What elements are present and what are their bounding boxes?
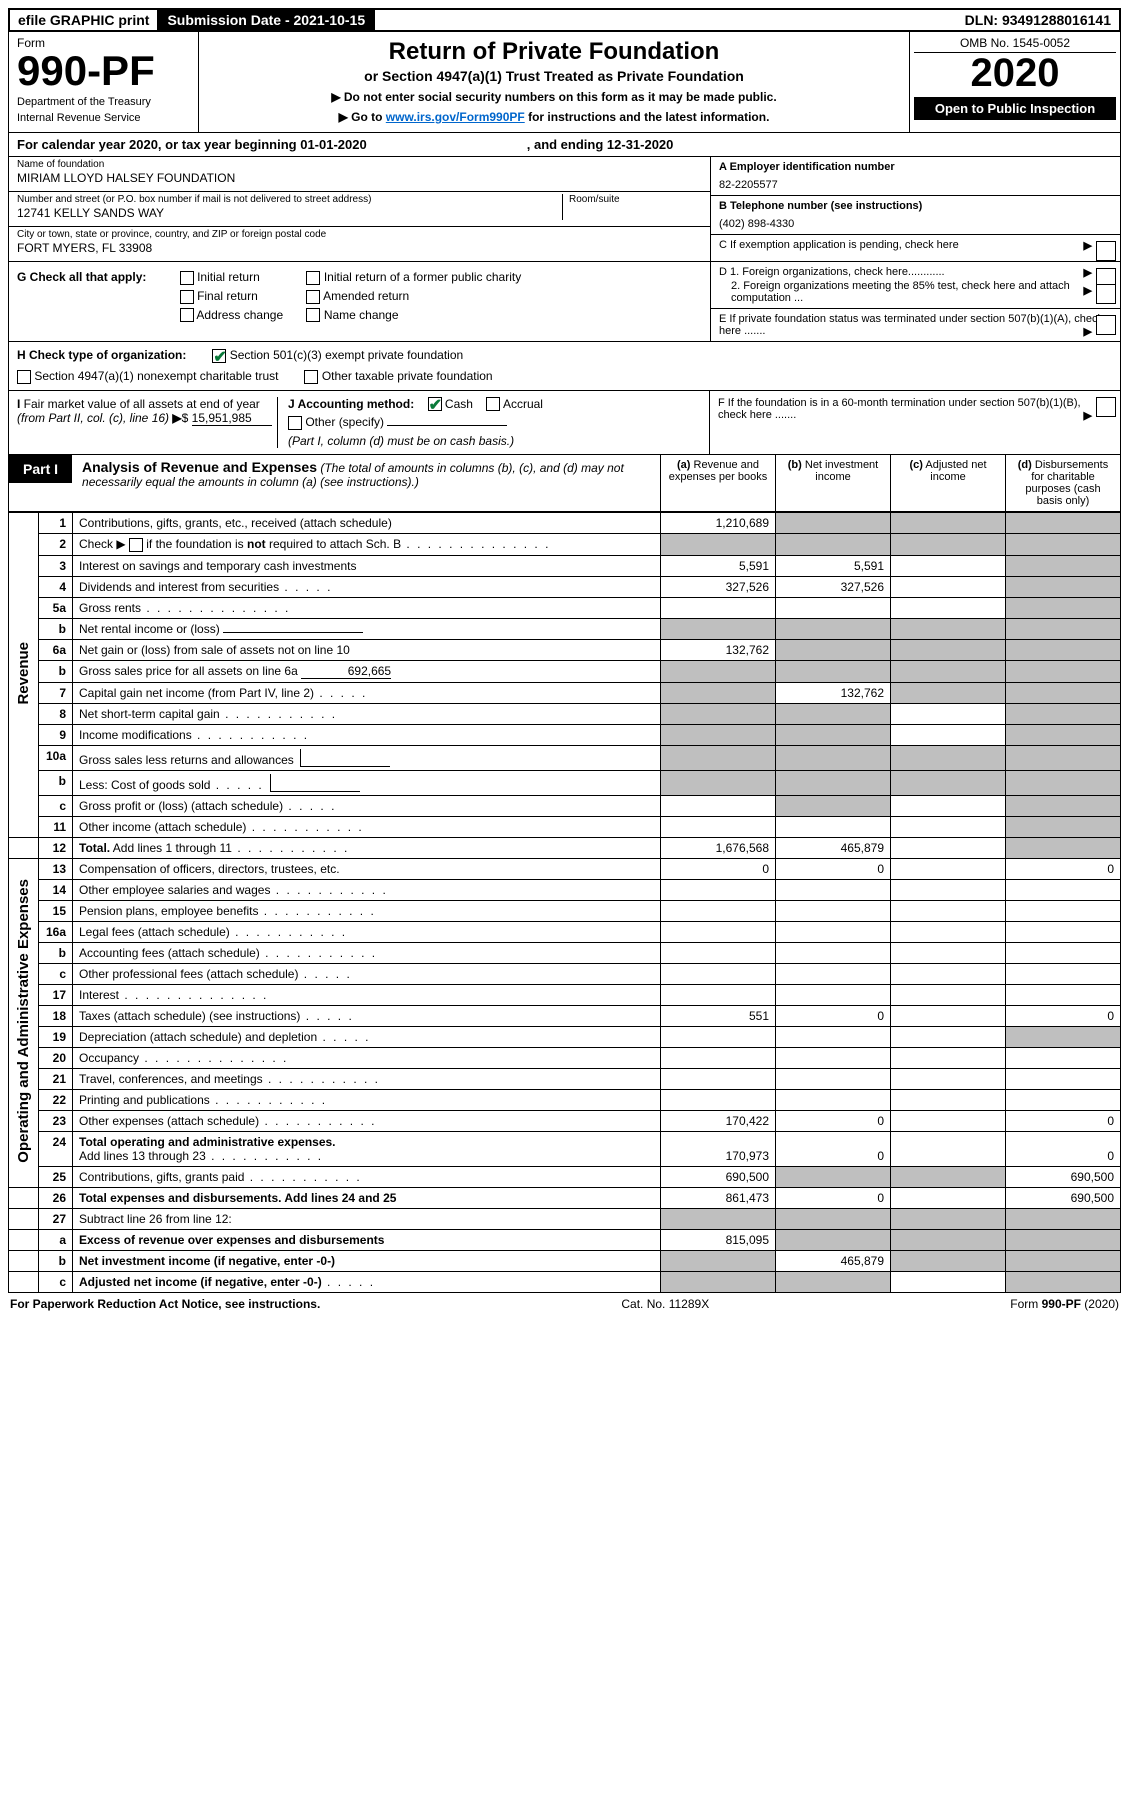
form-ref: Form 990-PF (2020)	[1010, 1297, 1119, 1311]
street-address: 12741 KELLY SANDS WAY	[17, 206, 562, 220]
page-footer: For Paperwork Reduction Act Notice, see …	[8, 1293, 1121, 1311]
paperwork-notice: For Paperwork Reduction Act Notice, see …	[10, 1297, 320, 1311]
j-label: J Accounting method:	[288, 397, 414, 411]
efile-topbar: efile GRAPHIC print Submission Date - 20…	[8, 8, 1121, 32]
h-label: H Check type of organization:	[17, 348, 186, 362]
part1-header: Part I Analysis of Revenue and Expenses …	[8, 455, 1121, 512]
g-name-change-chk[interactable]	[306, 308, 320, 322]
c-checkbox[interactable]	[1096, 241, 1116, 261]
tax-year: 2020	[914, 53, 1116, 93]
foundation-name: MIRIAM LLOYD HALSEY FOUNDATION	[17, 171, 702, 185]
arrow-icon: ▶	[1084, 239, 1092, 252]
col-b-hdr: (b) Net investment income	[775, 455, 890, 511]
d1-label: D 1. Foreign organizations, check here..…	[719, 266, 945, 278]
c-label: C If exemption application is pending, c…	[719, 239, 959, 251]
d2-checkbox[interactable]	[1096, 284, 1116, 304]
col-c-hdr: (c) Adjusted net income	[890, 455, 1005, 511]
h-row-2: Section 4947(a)(1) nonexempt charitable …	[8, 369, 1121, 391]
part1-table: Revenue 1 Contributions, gifts, grants, …	[8, 512, 1121, 1293]
phone-value: (402) 898-4330	[719, 218, 1112, 230]
part1-tab: Part I	[9, 455, 72, 483]
g-amended-chk[interactable]	[306, 290, 320, 304]
g-address-change-chk[interactable]	[180, 308, 194, 322]
g-initial-former-chk[interactable]	[306, 271, 320, 285]
h-4947-chk[interactable]	[17, 370, 31, 384]
addr-label: Number and street (or P.O. box number if…	[17, 194, 562, 205]
city-state-zip: FORT MYERS, FL 33908	[17, 241, 702, 255]
col-d-hdr: (d) Disbursements for charitable purpose…	[1005, 455, 1120, 511]
dln: DLN: 93491288016141	[957, 10, 1119, 30]
h-501c3-chk[interactable]	[212, 349, 226, 363]
h-row: H Check type of organization: Section 50…	[8, 342, 1121, 369]
j-note: (Part I, column (d) must be on cash basi…	[288, 434, 514, 448]
open-to-public: Open to Public Inspection	[914, 97, 1116, 120]
irs-link[interactable]: www.irs.gov/Form990PF	[386, 110, 525, 124]
j-other-chk[interactable]	[288, 416, 302, 430]
g-initial-return-chk[interactable]	[180, 271, 194, 285]
g-label: G Check all that apply:	[17, 270, 146, 284]
instr-ssn: ▶ Do not enter social security numbers o…	[207, 90, 901, 104]
form-subtitle: or Section 4947(a)(1) Trust Treated as P…	[207, 68, 901, 84]
i-value: 15,951,985	[192, 411, 272, 426]
expenses-side-label: Operating and Administrative Expenses	[15, 879, 32, 1163]
e-checkbox[interactable]	[1096, 315, 1116, 335]
part1-title: Analysis of Revenue and Expenses	[82, 459, 317, 475]
g-final-return-chk[interactable]	[180, 290, 194, 304]
instr-link-row: ▶ Go to www.irs.gov/Form990PF for instru…	[207, 110, 901, 124]
h-other-taxable-chk[interactable]	[304, 370, 318, 384]
ein-label: A Employer identification number	[719, 161, 895, 173]
calendar-year-row: For calendar year 2020, or tax year begi…	[8, 133, 1121, 157]
revenue-side-label: Revenue	[15, 642, 32, 705]
ein-value: 82-2205577	[719, 179, 1112, 191]
schB-checkbox[interactable]	[129, 538, 143, 552]
room-label: Room/suite	[569, 194, 702, 205]
city-label: City or town, state or province, country…	[17, 229, 702, 240]
form-header: Form 990-PF Department of the Treasury I…	[8, 32, 1121, 133]
g-d-row: G Check all that apply: Initial return F…	[8, 262, 1121, 342]
e-label: E If private foundation status was termi…	[719, 313, 1103, 337]
entity-info: Name of foundation MIRIAM LLOYD HALSEY F…	[8, 157, 1121, 262]
d2-label: 2. Foreign organizations meeting the 85%…	[731, 280, 1070, 304]
col-a-hdr: (a) Revenue and expenses per books	[660, 455, 775, 511]
j-cash-chk[interactable]	[428, 397, 442, 411]
phone-label: B Telephone number (see instructions)	[719, 200, 922, 212]
dept-treasury: Department of the Treasury	[17, 96, 190, 108]
j-accrual-chk[interactable]	[486, 397, 500, 411]
f-checkbox[interactable]	[1096, 397, 1116, 417]
f-label: F If the foundation is in a 60-month ter…	[718, 397, 1081, 421]
catalog-number: Cat. No. 11289X	[621, 1297, 709, 1311]
submission-date: Submission Date - 2021-10-15	[159, 10, 375, 30]
name-label: Name of foundation	[17, 159, 702, 170]
ijf-row: I Fair market value of all assets at end…	[8, 391, 1121, 456]
dept-irs: Internal Revenue Service	[17, 112, 190, 124]
efile-label: efile GRAPHIC print	[10, 10, 159, 30]
form-number: 990-PF	[17, 50, 190, 92]
form-title: Return of Private Foundation	[207, 38, 901, 66]
